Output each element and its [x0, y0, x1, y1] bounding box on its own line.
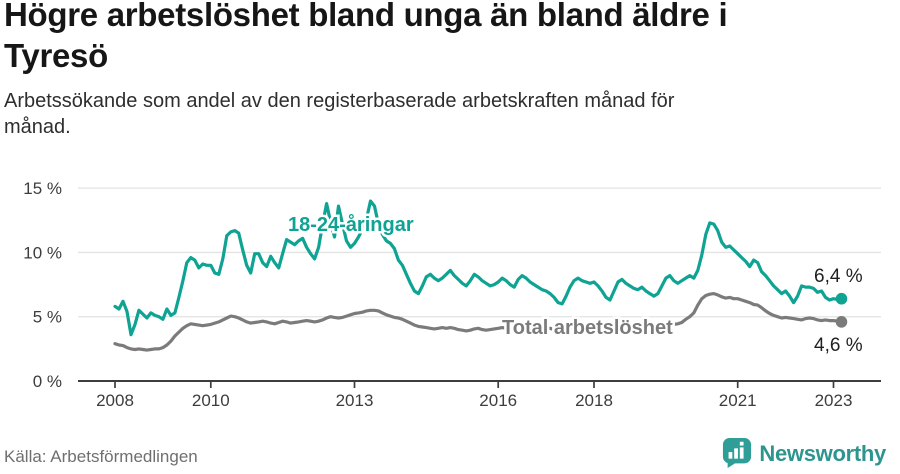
y-tick-label: 5 %	[33, 308, 62, 327]
series-line-total	[113, 292, 844, 352]
end-value-label-young: 6,4 %	[814, 266, 863, 287]
chart-subtitle-line-2: månad.	[4, 116, 71, 138]
series-line-young	[113, 199, 844, 337]
x-tick-label: 2013	[336, 391, 374, 410]
source-note: Källa: Arbetsförmedlingen	[4, 447, 198, 466]
logo-bubble-tail	[728, 459, 739, 469]
series-end-dot-young	[835, 292, 848, 305]
x-tick-label: 2008	[96, 391, 134, 410]
y-tick-label: 10 %	[23, 243, 62, 262]
x-tick-label: 2010	[192, 391, 230, 410]
chart-title-line-2: Tyresö	[4, 37, 108, 74]
chart-title: Högre arbetslöshet bland unga än bland ä…	[4, 0, 896, 76]
series-end-dot-total	[835, 316, 848, 328]
line-chart: 0 % 5 % 10 % 15 % 2008 2010 2013 2016 2018 2021 20…	[23, 179, 881, 410]
logo-barchart-glyph	[728, 441, 744, 459]
series-label-total: Total arbetslöshet	[502, 317, 673, 339]
chart-subtitle: Arbetssökande som andel av den registerb…	[4, 88, 874, 140]
x-tick-label: 2021	[719, 391, 757, 410]
newsworthy-logo-icon	[723, 438, 752, 469]
x-tick-label: 2018	[575, 391, 613, 410]
chart-title-line-1: Högre arbetslöshet bland unga än bland ä…	[4, 0, 728, 33]
series-label-young: 18-24-åringar	[288, 213, 414, 236]
end-value-label-total: 4,6 %	[814, 335, 863, 356]
y-tick-label: 15 %	[23, 179, 62, 198]
chart-subtitle-line-1: Arbetssökande som andel av den registerb…	[4, 90, 675, 112]
y-tick-label: 0 %	[33, 372, 62, 391]
x-tick-label: 2016	[479, 391, 517, 410]
newsworthy-logo-text: Newsworthy	[759, 440, 886, 466]
newsworthy-logo: Newsworthy	[722, 437, 886, 470]
x-tick-label: 2023	[815, 391, 853, 410]
